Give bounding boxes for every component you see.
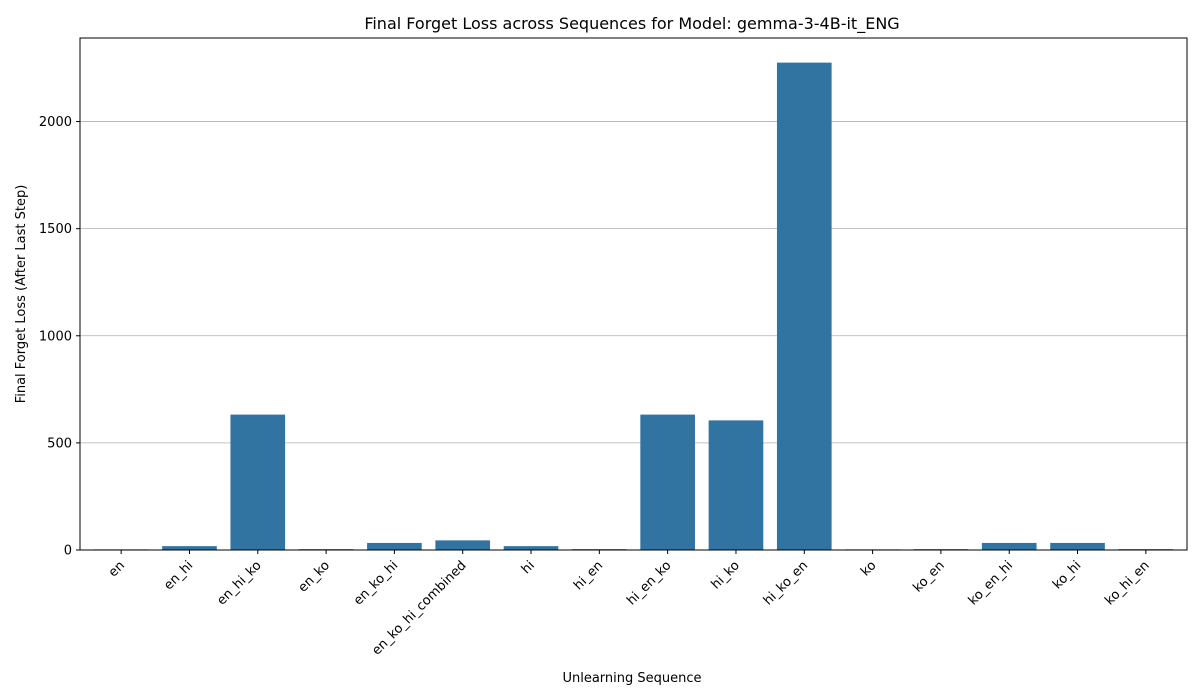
y-tick-label: 1000 [39, 329, 72, 344]
x-axis: en en_hi en_hi_ko en_ko en_ko_hien_ko_hi_com… [106, 550, 1153, 658]
bar-ko-en-hi [981, 542, 1037, 550]
x-tick-label: hi [519, 558, 538, 577]
plot-frame [79, 37, 1188, 551]
y-tick-label: 1500 [39, 222, 72, 237]
y-tick-label: 2000 [39, 115, 72, 130]
bar-hi-ko-en [776, 62, 832, 550]
x-tick-label: en_ko_hi [351, 558, 401, 608]
bar-en-ko-hi-combined [435, 540, 491, 550]
x-tick-label: hi_en [571, 558, 606, 593]
bar-en-hi [162, 546, 217, 550]
x-tick-label: en_ko [296, 558, 333, 595]
bar-hi [503, 546, 559, 550]
bar-hi-ko [708, 420, 764, 550]
bar-en-ko-hi [367, 542, 422, 550]
bar-hi-en-ko [640, 414, 695, 550]
x-tick-label: hi_ko_en [761, 558, 811, 608]
y-tick-label: 0 [64, 544, 72, 559]
chart-title: Final Forget Loss across Sequences for M… [364, 14, 899, 34]
gridlines [80, 121, 1187, 444]
x-tick-label: en_hi [161, 558, 196, 593]
x-tick-label: ko_en_hi [966, 558, 1016, 608]
y-tick-label: 500 [47, 436, 72, 451]
y-axis-title: Final Forget Loss (After Last Step) [14, 185, 29, 404]
x-tick-label: ko_en [910, 558, 947, 595]
x-axis-title: Unlearning Sequence [562, 671, 701, 686]
bar-ko-hi [1050, 542, 1105, 550]
y-axis: 0 500 1000 1500 2000 [39, 115, 80, 559]
bar-en-hi-ko [230, 414, 286, 550]
x-tick-label: ko_hi_en [1102, 558, 1152, 608]
x-tick-label: ko [858, 558, 879, 579]
x-tick-label: en [106, 558, 128, 580]
bars [93, 62, 1174, 550]
x-tick-label: ko_hi [1050, 558, 1084, 592]
x-tick-label: hi_ko [709, 558, 743, 592]
x-tick-label: hi_en_ko [624, 558, 674, 608]
x-tick-label: en_hi_ko [214, 558, 264, 608]
